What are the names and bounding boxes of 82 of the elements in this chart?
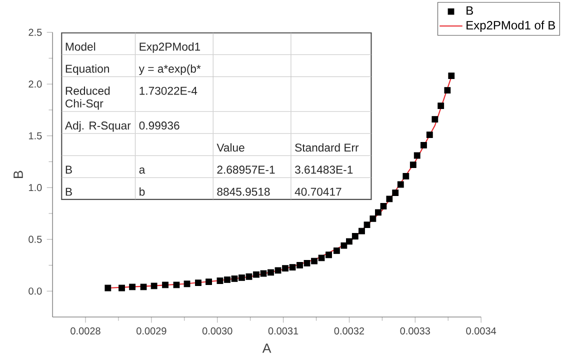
point [238, 274, 245, 281]
point [129, 284, 136, 290]
point [346, 238, 352, 245]
annotation: Value [216, 143, 244, 152]
point [231, 275, 238, 282]
point [304, 260, 310, 266]
y-tick-label: 0.5 [28, 236, 42, 243]
point [432, 116, 438, 122]
point [402, 173, 410, 180]
annotation: 3.61483E-1 [295, 166, 353, 174]
point [311, 258, 318, 264]
point [253, 271, 260, 278]
annotation: b [140, 187, 145, 196]
x-tick-label: 0.0028 [70, 327, 100, 334]
annotation: Reduced Chi-Sqr [66, 86, 110, 110]
x-tick-label: 0.0031 [268, 327, 298, 334]
annotation: B [66, 166, 72, 174]
y-tick-label: 2.0 [28, 80, 42, 88]
point [375, 209, 382, 216]
y-tick-label: 0.0 [28, 288, 42, 295]
point [410, 162, 416, 168]
point [206, 278, 212, 285]
point [333, 248, 340, 254]
point [358, 228, 365, 234]
y-axis-title: B [14, 170, 23, 178]
x-tick-label: 0.0033 [400, 327, 430, 334]
x-tick-label: 0.0030 [202, 327, 232, 334]
point [282, 265, 288, 272]
point [224, 276, 230, 283]
point [426, 132, 433, 138]
point [195, 280, 202, 286]
point [246, 273, 252, 280]
point [173, 282, 180, 288]
point [289, 264, 296, 271]
point [260, 270, 267, 277]
point [216, 278, 224, 284]
point [150, 282, 158, 290]
point [420, 142, 427, 148]
annotation: Standard Err [295, 143, 359, 152]
annotation: y = a*exp(b* [138, 64, 201, 75]
point [414, 152, 420, 159]
annotation: Adj. R-Squar [65, 121, 131, 132]
point [386, 196, 393, 202]
x-axis-title: A [262, 344, 272, 353]
point [268, 269, 274, 276]
annotation: Model [66, 42, 96, 51]
x-tick-label: 0.0032 [334, 327, 364, 334]
point [274, 267, 282, 274]
annotation: 1.73022E-4 [140, 86, 198, 95]
annotation: B [66, 188, 72, 196]
point [448, 72, 455, 80]
annotation: 0.99936 [139, 122, 180, 130]
annotation: 40.70417 [294, 188, 342, 196]
point [104, 284, 112, 292]
point [184, 280, 190, 288]
y-tick-label: 1.0 [28, 184, 42, 192]
point [444, 87, 451, 94]
point [380, 203, 387, 210]
point [140, 284, 147, 290]
y-tick-label: 2.5 [28, 28, 42, 36]
point [392, 190, 399, 196]
annotation: Equation [66, 64, 109, 75]
point [340, 242, 348, 249]
annotation: 8845.9518 [217, 188, 270, 196]
x-tick-label: 0.0029 [136, 327, 166, 334]
point [364, 222, 370, 228]
point [118, 284, 125, 292]
annotation: 2.68957E-1 [217, 166, 275, 174]
point [162, 282, 168, 288]
point [370, 215, 376, 222]
point [397, 181, 404, 188]
point [438, 102, 444, 110]
annotation: Exp2PMod1 [140, 42, 200, 53]
x-tick-label: 0.0034 [466, 327, 496, 334]
annotation: a [139, 167, 146, 174]
legend-label: Exp2PMod1 of B [466, 20, 556, 32]
point [296, 262, 303, 268]
point [318, 254, 325, 262]
legend-label: B [466, 6, 473, 15]
point [326, 252, 332, 258]
y-tick-label: 1.5 [28, 132, 42, 140]
point [352, 233, 358, 240]
